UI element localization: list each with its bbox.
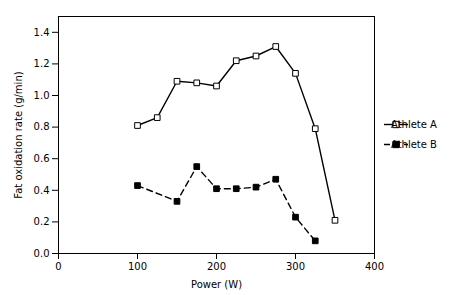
svg-text:0.2: 0.2	[34, 216, 50, 227]
svg-text:0.6: 0.6	[34, 153, 50, 164]
svg-text:Athlete B: Athlete B	[391, 139, 437, 150]
svg-text:1.2: 1.2	[34, 58, 50, 69]
svg-text:0: 0	[55, 261, 61, 272]
svg-text:1.4: 1.4	[34, 27, 50, 38]
svg-text:200: 200	[207, 261, 226, 272]
svg-text:0.8: 0.8	[34, 121, 50, 132]
svg-text:0.0: 0.0	[34, 248, 50, 259]
svg-text:0.4: 0.4	[34, 185, 50, 196]
svg-text:Fat oxidation rate (g/min): Fat oxidation rate (g/min)	[13, 71, 24, 198]
svg-text:400: 400	[365, 261, 384, 272]
svg-text:300: 300	[286, 261, 305, 272]
svg-text:100: 100	[128, 261, 147, 272]
svg-text:Athlete A: Athlete A	[391, 119, 437, 130]
svg-text:1.0: 1.0	[34, 90, 50, 101]
svg-text:Power (W): Power (W)	[191, 279, 242, 290]
